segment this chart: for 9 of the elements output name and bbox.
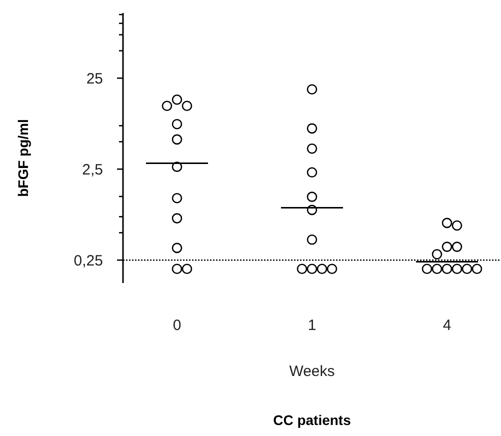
text: CC patients <box>273 412 352 428</box>
x-axis-title: Weeks <box>289 363 335 380</box>
x-tick-label: 1 <box>308 317 316 334</box>
x-tick-label: 0 <box>172 317 182 334</box>
y-tick-label: 25 <box>86 70 103 88</box>
y-tick-label: 2,5 <box>82 161 103 178</box>
x-tick-label: 4 <box>442 317 452 334</box>
y-axis-title: bFGF pg/ml <box>15 119 31 197</box>
y-tick-label: 0,25 <box>74 252 103 270</box>
